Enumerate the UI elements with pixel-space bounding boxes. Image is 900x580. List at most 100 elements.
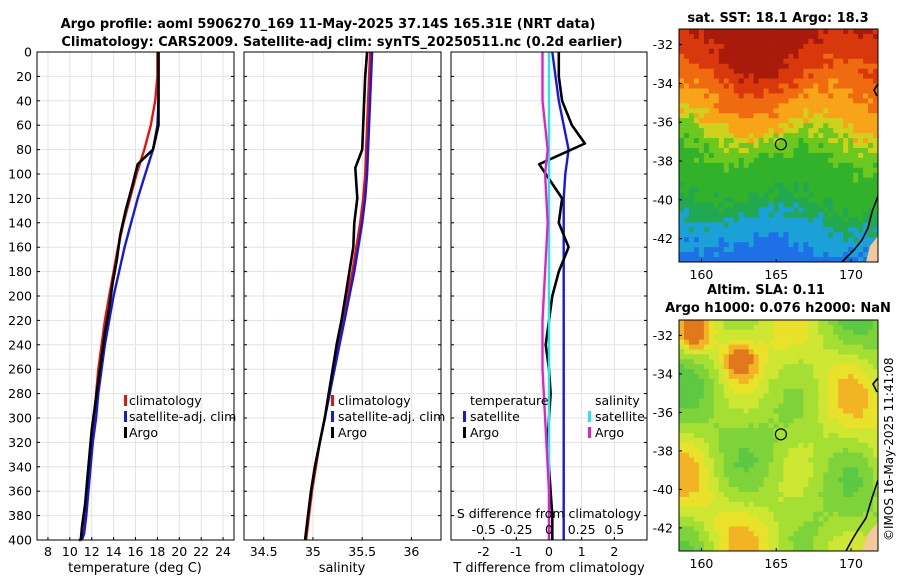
- map-cell: [768, 152, 774, 159]
- map-cell: [758, 197, 764, 203]
- map-cell: [738, 433, 745, 439]
- map-cell: [723, 187, 730, 193]
- map-cell: [798, 113, 804, 119]
- map-cell: [808, 378, 814, 385]
- map-cell: [803, 217, 809, 223]
- map-cell: [708, 222, 715, 228]
- map-cell: [738, 418, 745, 424]
- map-cell: [688, 364, 695, 370]
- map-cell: [858, 393, 864, 400]
- map-cell: [763, 232, 769, 238]
- map-cell: [778, 162, 784, 169]
- map-cell: [788, 413, 794, 419]
- map-cell: [728, 320, 735, 326]
- map-cell: [813, 492, 819, 498]
- map-cell: [768, 437, 774, 444]
- map-cell: [703, 398, 710, 404]
- map-cell: [808, 207, 814, 213]
- map-cell: [808, 487, 814, 493]
- map-cell: [813, 252, 819, 258]
- map-cell: [833, 98, 839, 104]
- map-cell: [808, 227, 814, 233]
- map-cell: [808, 63, 814, 70]
- map-cell: [858, 501, 864, 508]
- map-cell: [873, 118, 878, 124]
- map-cell: [803, 354, 809, 360]
- map-cell: [823, 511, 829, 517]
- map-cell: [848, 88, 854, 94]
- map-cell: [703, 477, 710, 483]
- map-cell: [713, 482, 720, 488]
- map-cell: [778, 329, 784, 336]
- map-cell: [808, 123, 814, 129]
- map-cell: [863, 88, 869, 94]
- map-cell: [823, 467, 829, 473]
- map-cell: [833, 138, 839, 144]
- map-cell: [683, 162, 690, 169]
- map-cell: [773, 128, 779, 134]
- map-cell: [763, 58, 769, 65]
- map-cell: [833, 413, 839, 419]
- map-cell: [863, 73, 869, 79]
- map-cell: [763, 428, 769, 434]
- map-cell: [828, 143, 834, 149]
- map-cell: [768, 428, 774, 434]
- map-cell: [828, 192, 834, 198]
- map-cell: [853, 423, 859, 429]
- map-cell: [743, 63, 750, 70]
- map-cell: [828, 492, 834, 498]
- map-cell: [738, 324, 745, 331]
- map-cell: [843, 167, 849, 174]
- map-cell: [758, 177, 764, 184]
- x-tick-label: 22: [193, 544, 209, 559]
- map-cell: [778, 38, 784, 45]
- map-cell: [848, 442, 854, 449]
- map-cell: [818, 147, 824, 154]
- map-cell: [818, 536, 824, 542]
- map-cell: [803, 237, 809, 243]
- map-cell: [803, 252, 809, 258]
- map-cell: [708, 93, 715, 99]
- map-cell: [753, 324, 760, 331]
- map-cell: [843, 73, 849, 79]
- map-cell: [768, 118, 774, 124]
- map-cell: [728, 418, 735, 424]
- map-cell: [858, 477, 864, 483]
- map-cell: [818, 462, 824, 468]
- map-cell: [738, 83, 745, 89]
- map-cell: [828, 242, 834, 248]
- map-cell: [783, 496, 789, 503]
- map-cell: [863, 128, 869, 134]
- map-cell: [798, 98, 804, 104]
- map-cell: [868, 408, 874, 414]
- map-cell: [858, 437, 864, 444]
- map-cell: [683, 320, 690, 326]
- map-cell: [733, 227, 740, 233]
- map-cell: [843, 442, 849, 449]
- map-cell: [858, 38, 864, 45]
- map-cell: [688, 182, 695, 189]
- map-cell: [718, 162, 725, 169]
- map-cell: [848, 521, 854, 527]
- map-cell: [688, 212, 695, 218]
- map-cell: [838, 349, 844, 355]
- map-cell: [743, 452, 750, 459]
- map-cell: [778, 257, 784, 262]
- map-cell: [808, 43, 814, 50]
- series-line-argo: [303, 51, 369, 541]
- map-cell: [778, 482, 784, 488]
- map-cell: [713, 374, 720, 380]
- map-cell: [688, 247, 695, 253]
- map-cell: [843, 38, 849, 45]
- map-cell: [873, 58, 878, 65]
- map-cell: [728, 143, 735, 149]
- map-cell: [683, 516, 690, 522]
- map-cell: [753, 38, 760, 45]
- map-cell: [763, 398, 769, 404]
- map-cell: [679, 496, 685, 503]
- map-cell: [853, 349, 859, 355]
- map-cell: [863, 108, 869, 114]
- map-cell: [818, 339, 824, 345]
- map-cell: [698, 38, 705, 45]
- map-cell: [743, 48, 750, 55]
